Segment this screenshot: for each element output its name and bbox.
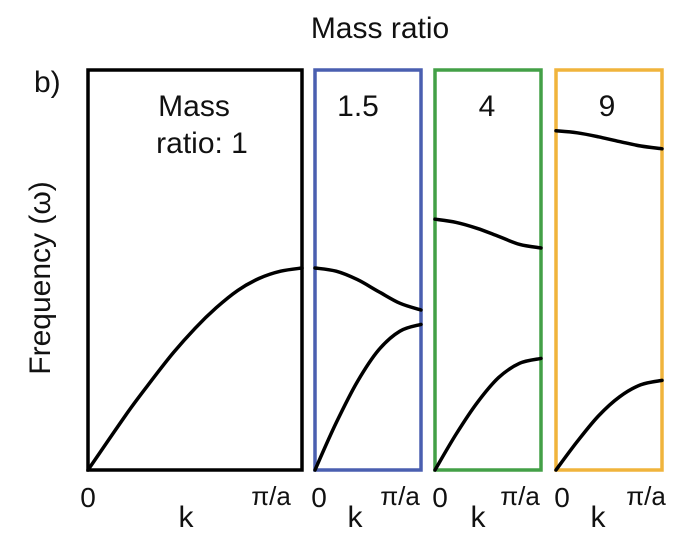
curve-panel-2-optical — [313, 266, 423, 312]
curves-group — [86, 129, 664, 472]
x-tick-0-panel-4: 0 — [554, 482, 570, 513]
x-axis-label-panel-2: k — [348, 501, 364, 534]
curve-panel-4-acoustic — [554, 378, 664, 472]
panel-2-label: 1.5 — [337, 90, 379, 123]
x-tick-pi-a-panel-3: π/a — [500, 481, 540, 511]
panel-1-label-line2: ratio: 1 — [156, 127, 248, 160]
panel-frame-1 — [86, 68, 304, 472]
x-axis-label-panel-4: k — [591, 501, 607, 534]
panel-3-label: 4 — [479, 90, 496, 123]
x-axis-label-panel-1: k — [179, 501, 195, 534]
panel-label: b) — [34, 66, 61, 99]
x-tick-0-panel-2: 0 — [311, 482, 327, 513]
curve-panel-3-acoustic — [433, 356, 543, 472]
curve-panel-2-acoustic — [313, 322, 423, 472]
x-tick-pi-a-panel-1: π/a — [251, 481, 291, 511]
panel-4-label: 9 — [599, 90, 616, 123]
y-axis-label: Frequency (ω) — [24, 181, 57, 374]
curve-panel-3-optical — [433, 217, 543, 250]
x-tick-0-panel-3: 0 — [432, 482, 448, 513]
panel-frame-4 — [554, 68, 664, 472]
panel-frame-2 — [313, 68, 423, 472]
x-tick-pi-a-panel-4: π/a — [626, 481, 666, 511]
curve-panel-4-optical — [554, 129, 664, 151]
x-axis-label-panel-3: k — [471, 501, 487, 534]
chart-title: Mass ratio — [311, 12, 449, 45]
panel-frame-3 — [433, 68, 543, 472]
x-tick-pi-a-panel-2: π/a — [380, 481, 420, 511]
curve-panel-1-acoustic — [86, 266, 304, 472]
panel-1-label-line1: Mass — [158, 90, 230, 123]
x-tick-0-panel-1: 0 — [80, 482, 96, 513]
